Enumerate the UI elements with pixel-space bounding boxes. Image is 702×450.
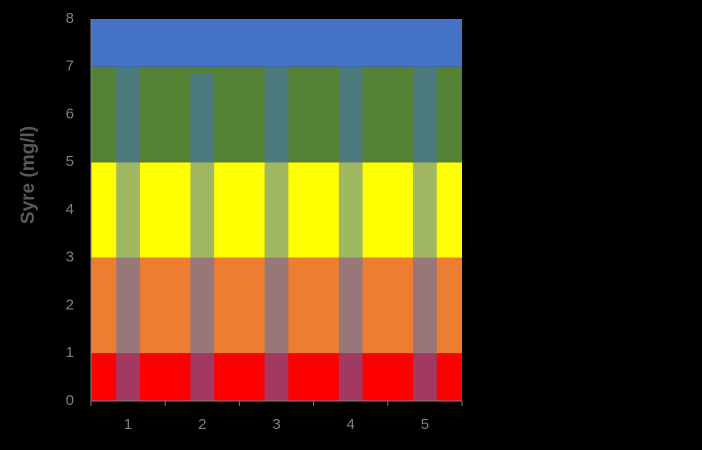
y-tick-label: 5 (66, 153, 74, 170)
bar-2 (190, 73, 215, 401)
y-tick-labels: 0 1 2 3 4 5 6 7 8 (66, 10, 74, 409)
y-tick-label: 3 (66, 249, 74, 266)
x-tick-label: 3 (272, 416, 280, 433)
x-tick-labels: 1 2 3 4 5 (124, 416, 429, 433)
x-tick-label: 1 (124, 416, 132, 433)
y-tick-label: 8 (66, 10, 74, 27)
bar-3 (264, 66, 289, 401)
y-tick-label: 2 (66, 296, 74, 313)
y-axis-label: Syre (mg/l) (18, 126, 39, 224)
y-tick-label: 0 (66, 392, 74, 409)
x-tick-label: 2 (198, 416, 206, 433)
x-tick-label: 5 (421, 416, 429, 433)
x-tick-label: 4 (347, 416, 355, 433)
axes (90, 19, 463, 406)
y-tick-label: 6 (66, 105, 74, 122)
y-tick-label: 4 (66, 201, 74, 218)
bar-series (116, 66, 437, 401)
bar-1 (116, 66, 140, 401)
band-4 (91, 19, 462, 67)
bar-4 (338, 66, 363, 401)
bar-5 (413, 66, 437, 401)
y-tick-label: 7 (66, 58, 74, 75)
y-tick-label: 1 (66, 344, 74, 361)
